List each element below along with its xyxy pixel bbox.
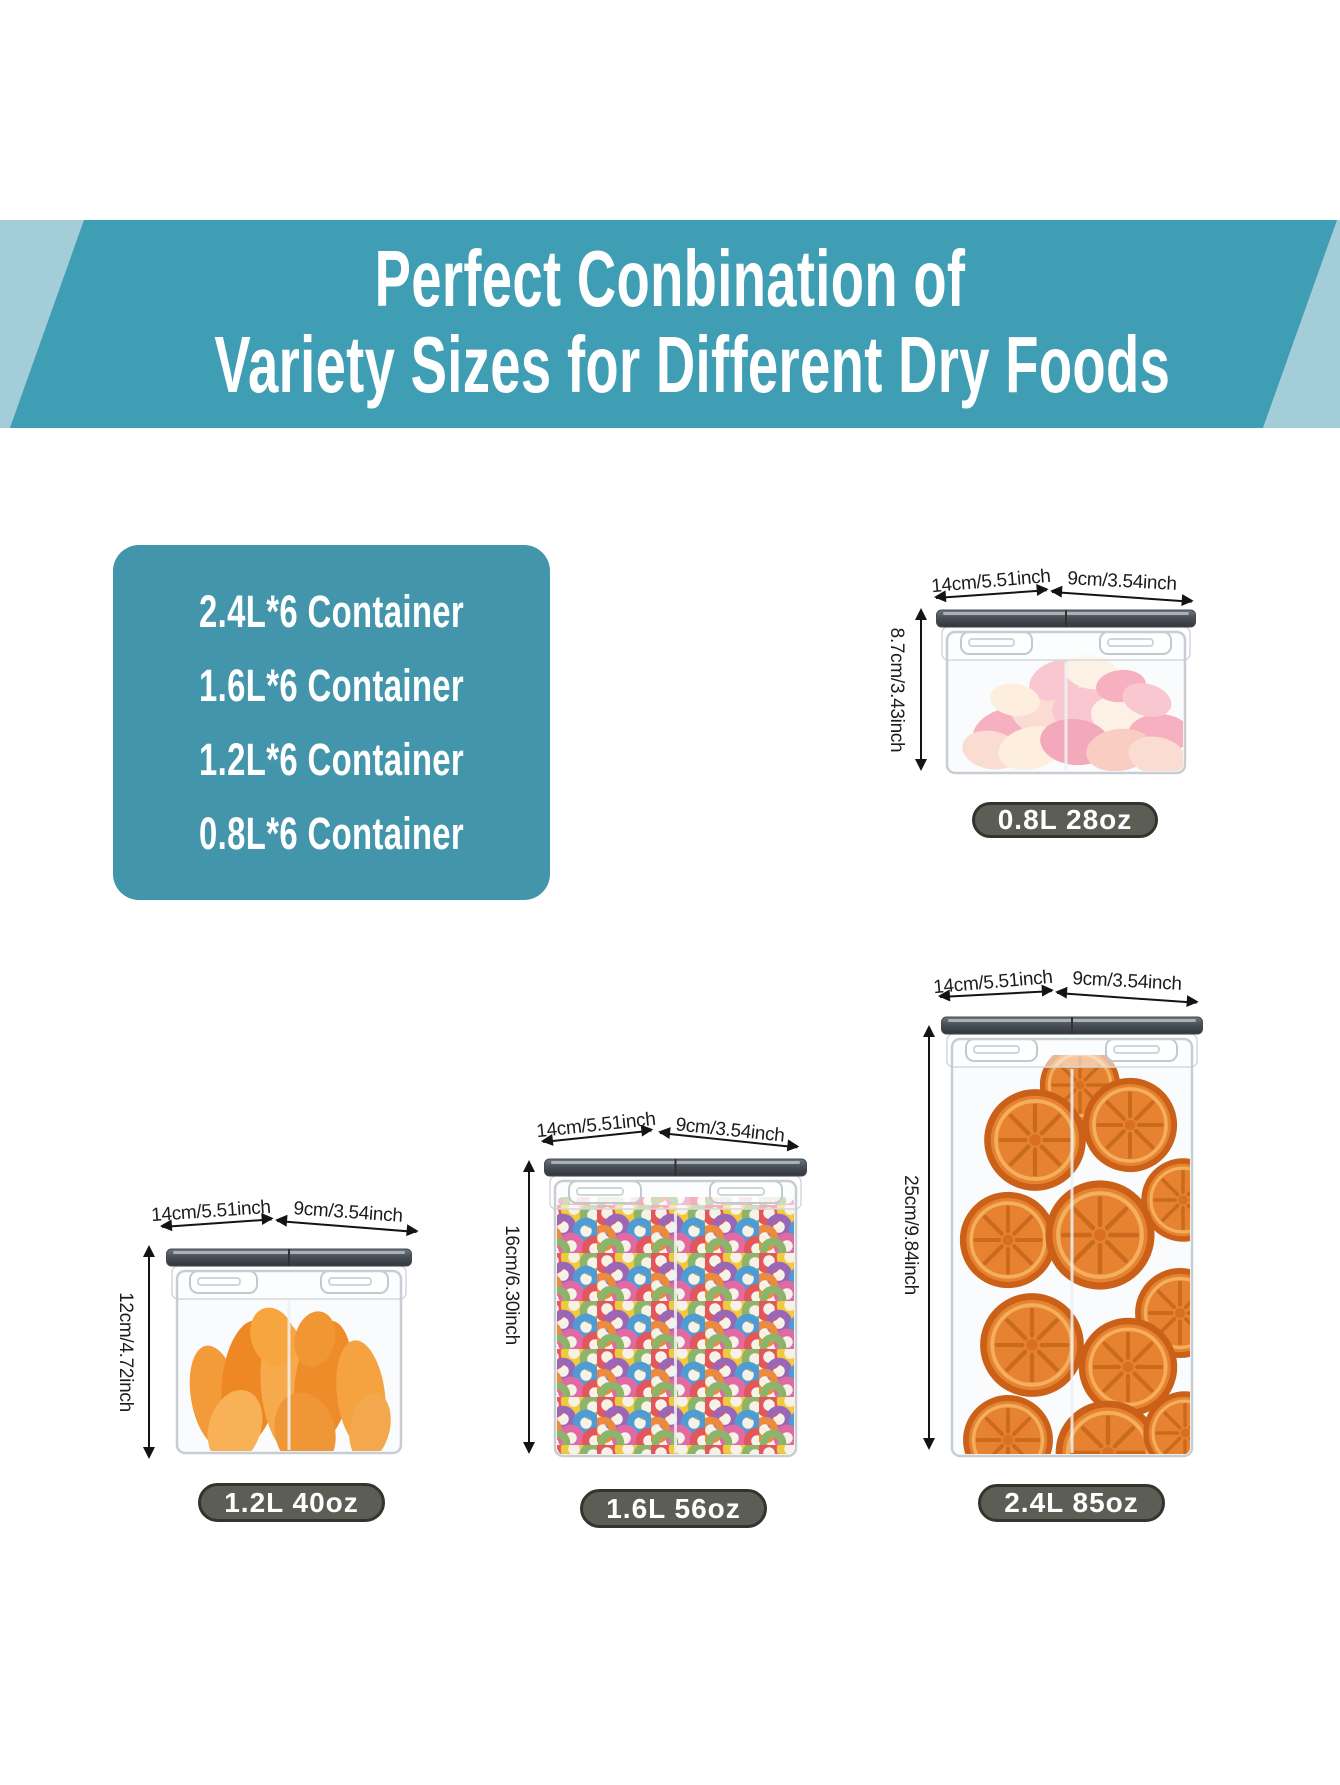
- banner-title-line2: Variety Sizes for Different Dry Foods: [214, 320, 1171, 409]
- banner-title: Perfect Conbination of Variety Sizes for…: [214, 234, 1171, 409]
- banner-title-line1: Perfect Conbination of: [374, 234, 966, 323]
- size-list: 2.4L*6 Container 1.6L*6 Container 1.2L*6…: [199, 575, 464, 871]
- dim-depth-label: 9cm/3.54inch: [1066, 568, 1178, 595]
- size-list-item: 1.6L*6 Container: [198, 659, 465, 711]
- dim-height-arrow: [914, 608, 927, 771]
- size-list-item: 1.2L*6 Container: [198, 733, 465, 785]
- banner-background: Perfect Conbination of Variety Sizes for…: [0, 220, 1340, 428]
- size-badge: 0.8L 28oz: [972, 802, 1158, 838]
- dim-height-label: 8.7cm/3.43inch: [886, 627, 907, 753]
- size-list-item: 2.4L*6 Container: [198, 585, 465, 637]
- size-list-panel: 2.4L*6 Container 1.6L*6 Container 1.2L*6…: [113, 545, 550, 900]
- dim-height-label: 12cm/4.72inch: [115, 1292, 136, 1412]
- size-badge: 1.6L 56oz: [580, 1489, 767, 1528]
- dim-height-label: 25cm/9.84inch: [900, 1175, 921, 1295]
- container-figure-2-4l: 14cm/5.51inch 9cm/3.54inch 25cm/9.84inch: [880, 955, 1230, 1535]
- size-badge: 1.2L 40oz: [198, 1483, 385, 1522]
- dim-height-arrow: [522, 1160, 535, 1454]
- marshmallow-contents: [962, 654, 1183, 771]
- container-figure-0-8l: 14cm/5.51inch 9cm/3.54inch 8.7cm/3.43inc…: [870, 555, 1210, 855]
- dim-width-label: 14cm/5.51inch: [535, 1108, 657, 1143]
- container-photo-cereal: [544, 1158, 807, 1458]
- container-photo-dried-orange: [941, 1016, 1203, 1458]
- container-photo-marshmallows: [936, 609, 1196, 775]
- dim-height-arrow: [922, 1025, 935, 1450]
- size-list-item: 0.8L*6 Container: [198, 807, 465, 859]
- dim-height-label: 16cm/6.30inch: [501, 1225, 522, 1345]
- container-figure-1-6l: 14cm/5.51inch 9cm/3.54inch 16cm/6.30inch…: [465, 1095, 815, 1535]
- container-figure-1-2l: 14cm/5.51inch 9cm/3.54inch 12cm/4.72inch: [95, 1185, 435, 1535]
- container-photo-dried-mango: [166, 1248, 412, 1455]
- dim-height-arrow: [142, 1245, 155, 1459]
- mango-contents: [189, 1307, 391, 1451]
- dim-depth-label: 9cm/3.54inch: [1071, 968, 1183, 995]
- size-badge: 2.4L 85oz: [978, 1484, 1165, 1522]
